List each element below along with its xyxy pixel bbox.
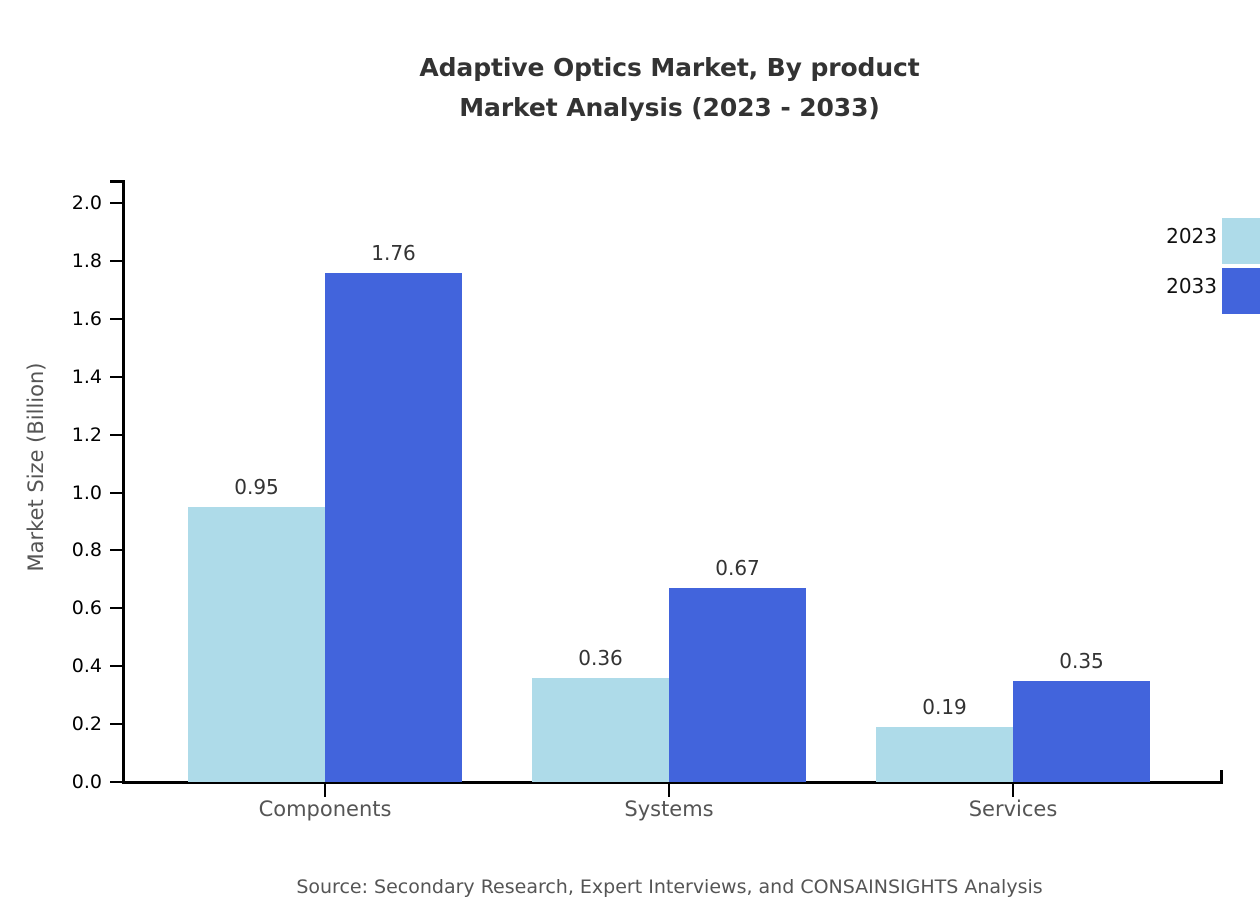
y-axis-tick [110, 317, 123, 320]
y-axis-tick [110, 260, 123, 263]
bar-systems-2023[interactable] [532, 677, 669, 782]
y-axis-tick-label: 0.8 [71, 539, 102, 562]
legend-item-2033[interactable]: 2033 [1135, 268, 1260, 318]
legend-label-2023: 2023 [1166, 224, 1217, 248]
bar-value-label: 1.76 [371, 240, 416, 265]
y-axis-tick-label: 0.2 [71, 713, 102, 736]
y-axis-tick-label: 0.4 [71, 655, 102, 678]
chart-title-line-1: Adaptive Optics Market, By product [419, 53, 920, 82]
y-axis-tick [110, 723, 123, 726]
y-axis-tick-label: 2.0 [71, 192, 102, 215]
x-axis-spine [122, 781, 1223, 784]
y-axis-tick [110, 202, 123, 205]
chart-title: Adaptive Optics Market, By product Marke… [0, 48, 1260, 128]
bar-value-label: 0.95 [234, 475, 279, 500]
x-axis-label-services: Services [968, 797, 1058, 821]
y-axis-tick [110, 781, 123, 783]
y-axis-spine [122, 180, 125, 784]
source-note: Source: Secondary Research, Expert Inter… [296, 876, 1043, 898]
y-axis-tick-label: 1.0 [71, 481, 102, 504]
bar-value-label: 0.36 [578, 645, 623, 670]
bar-systems-2033[interactable] [669, 588, 806, 782]
plot-area: 0.95 1.76 0.36 0.67 0.19 0.35 [122, 180, 1223, 782]
bar-value-label: 0.19 [922, 695, 967, 719]
y-axis-top-cap [110, 180, 123, 183]
y-axis-tick [110, 433, 123, 436]
y-axis-tick-label: 0.0 [71, 771, 102, 793]
bar-components-2033[interactable] [325, 272, 462, 782]
x-axis-tick [1012, 784, 1014, 797]
chart-legend: 2023 2033 [1135, 218, 1260, 318]
chart-title-line-2: Market Analysis (2023 - 2033) [459, 93, 880, 122]
legend-item-2023[interactable]: 2023 [1135, 218, 1260, 268]
bar-services-2033[interactable] [1013, 680, 1150, 782]
bar-value-label: 0.35 [1059, 648, 1104, 673]
y-axis-tick-label: 1.6 [71, 307, 102, 330]
y-axis-tick-label: 1.4 [71, 365, 102, 388]
x-axis-tick [324, 784, 326, 797]
legend-label-2033: 2033 [1166, 274, 1217, 298]
y-axis-tick-label: 1.2 [71, 423, 102, 446]
bar-services-2023[interactable] [876, 727, 1013, 782]
legend-swatch-2033 [1222, 268, 1260, 314]
y-axis-tick [110, 549, 123, 552]
bar-value-label: 0.67 [715, 556, 760, 581]
x-axis-tick [668, 784, 670, 797]
bar-components-2023[interactable] [188, 507, 325, 782]
y-axis-tick [110, 665, 123, 668]
y-axis-tick [110, 491, 123, 494]
x-axis-label-systems: Systems [624, 797, 714, 821]
y-axis-tick-label: 1.8 [71, 250, 102, 273]
legend-swatch-2023 [1222, 218, 1260, 264]
x-axis-label-components: Components [258, 797, 392, 821]
y-axis-tick-label: 0.6 [71, 597, 102, 620]
y-axis-tick [110, 375, 123, 378]
y-axis-tick [110, 607, 123, 610]
x-axis-end-cap [1220, 770, 1223, 784]
